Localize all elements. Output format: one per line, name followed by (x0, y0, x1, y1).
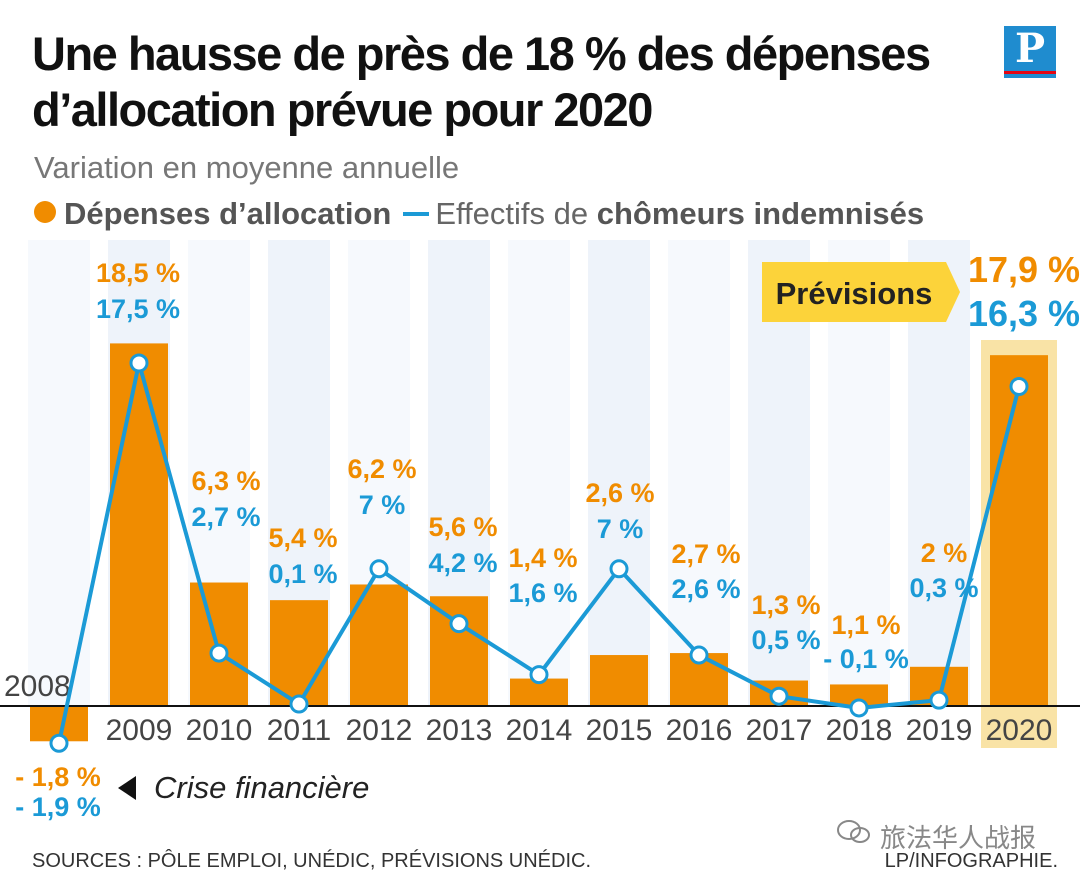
data-label-spending: 6,2 % (347, 454, 416, 484)
x-tick-label: 2014 (506, 714, 573, 747)
line-point-beneficiaries (49, 733, 69, 753)
legend: Dépenses d’allocation Effectifs de chômeu… (34, 196, 924, 232)
data-label-beneficiaries: 7 % (597, 514, 644, 544)
background-stripe (668, 240, 730, 706)
crisis-arrow-icon (118, 776, 136, 800)
legend-beneficiaries-prefix: Effectifs de (435, 196, 589, 231)
x-tick-label: 2013 (426, 714, 493, 747)
data-label-spending: 1,4 % (508, 543, 577, 573)
data-label-beneficiaries: 16,3 % (968, 293, 1080, 334)
bar-spending (270, 600, 328, 706)
line-point-beneficiaries (449, 614, 469, 634)
x-tick-label: 2010 (186, 714, 253, 747)
data-label-beneficiaries: - 1,9 % (15, 792, 101, 822)
forecast-label: Prévisions (776, 276, 933, 311)
data-label-beneficiaries: 7 % (359, 490, 406, 520)
x-tick-label: 2020 (986, 714, 1053, 747)
x-tick-label: 2015 (586, 714, 653, 747)
x-tick-label: 2008 (4, 670, 71, 703)
bar-spending (990, 355, 1048, 706)
data-label-beneficiaries: 0,3 % (909, 573, 978, 603)
data-label-spending: 5,6 % (428, 512, 497, 542)
logo-underline (1004, 71, 1056, 74)
data-label-spending: 2,7 % (671, 539, 740, 569)
data-label-beneficiaries: - 0,1 % (823, 644, 909, 674)
data-label-beneficiaries: 1,6 % (508, 578, 577, 608)
data-label-beneficiaries: 4,2 % (428, 548, 497, 578)
data-label-spending: 2,6 % (585, 478, 654, 508)
line-point-beneficiaries (209, 643, 229, 663)
credit-note: LP/INFOGRAPHIE. (884, 850, 1058, 872)
wechat-icon (837, 820, 870, 843)
data-label-spending: 2 % (921, 538, 968, 568)
background-stripe (28, 240, 90, 706)
data-label-spending: 5,4 % (268, 523, 337, 553)
line-point-beneficiaries (769, 686, 789, 706)
data-label-spending: 18,5 % (96, 258, 180, 288)
line-point-beneficiaries (129, 353, 149, 373)
chart-subtitle: Variation en moyenne annuelle (34, 150, 460, 185)
legend-spending-marker (34, 201, 56, 223)
chart-title: Une hausse de près de 18 % des dépenses … (32, 27, 931, 136)
line-point-beneficiaries (609, 559, 629, 579)
le-parisien-logo: P (1004, 26, 1056, 78)
bar-spending (590, 655, 648, 706)
data-label-beneficiaries: 2,6 % (671, 574, 740, 604)
data-label-beneficiaries: 0,1 % (268, 559, 337, 589)
line-point-beneficiaries (929, 690, 949, 710)
legend-beneficiaries-bold: chômeurs indemnisés (596, 196, 925, 231)
line-point-beneficiaries (289, 694, 309, 714)
watermark-text: 旅法华人战报 (880, 823, 1037, 853)
background-stripe (508, 240, 570, 706)
x-tick-label: 2016 (666, 714, 733, 747)
sources-note: SOURCES : PÔLE EMPLOI, UNÉDIC, PRÉVISION… (32, 850, 592, 872)
line-point-beneficiaries (689, 645, 709, 665)
background-stripe (588, 240, 650, 706)
x-tick-label: 2009 (106, 714, 173, 747)
x-tick-label: 2017 (746, 714, 813, 747)
data-label-spending: 1,3 % (751, 590, 820, 620)
legend-spending-label: Dépenses d’allocation (64, 196, 392, 231)
data-label-spending: - 1,8 % (15, 762, 101, 792)
bar-spending (110, 343, 168, 706)
x-tick-label: 2019 (906, 714, 973, 747)
data-label-beneficiaries: 17,5 % (96, 294, 180, 324)
bar-spending (830, 684, 888, 706)
x-tick-label: 2018 (826, 714, 893, 747)
line-point-beneficiaries (369, 559, 389, 579)
crisis-annotation: Crise financière (154, 770, 370, 805)
line-point-beneficiaries (849, 698, 869, 718)
data-label-spending: 1,1 % (831, 610, 900, 640)
data-label-beneficiaries: 0,5 % (751, 625, 820, 655)
data-label-spending: 6,3 % (191, 466, 260, 496)
line-point-beneficiaries (1009, 377, 1029, 397)
logo-letter: P (1014, 25, 1046, 72)
forecast-label-box (762, 262, 960, 322)
x-tick-label: 2011 (267, 714, 332, 747)
legend-beneficiaries-marker (403, 212, 430, 216)
line-point-beneficiaries (529, 665, 549, 685)
bar-spending (430, 596, 488, 706)
data-label-beneficiaries: 2,7 % (191, 502, 260, 532)
data-label-spending: 17,9 % (968, 249, 1080, 290)
x-tick-label: 2012 (346, 714, 413, 747)
